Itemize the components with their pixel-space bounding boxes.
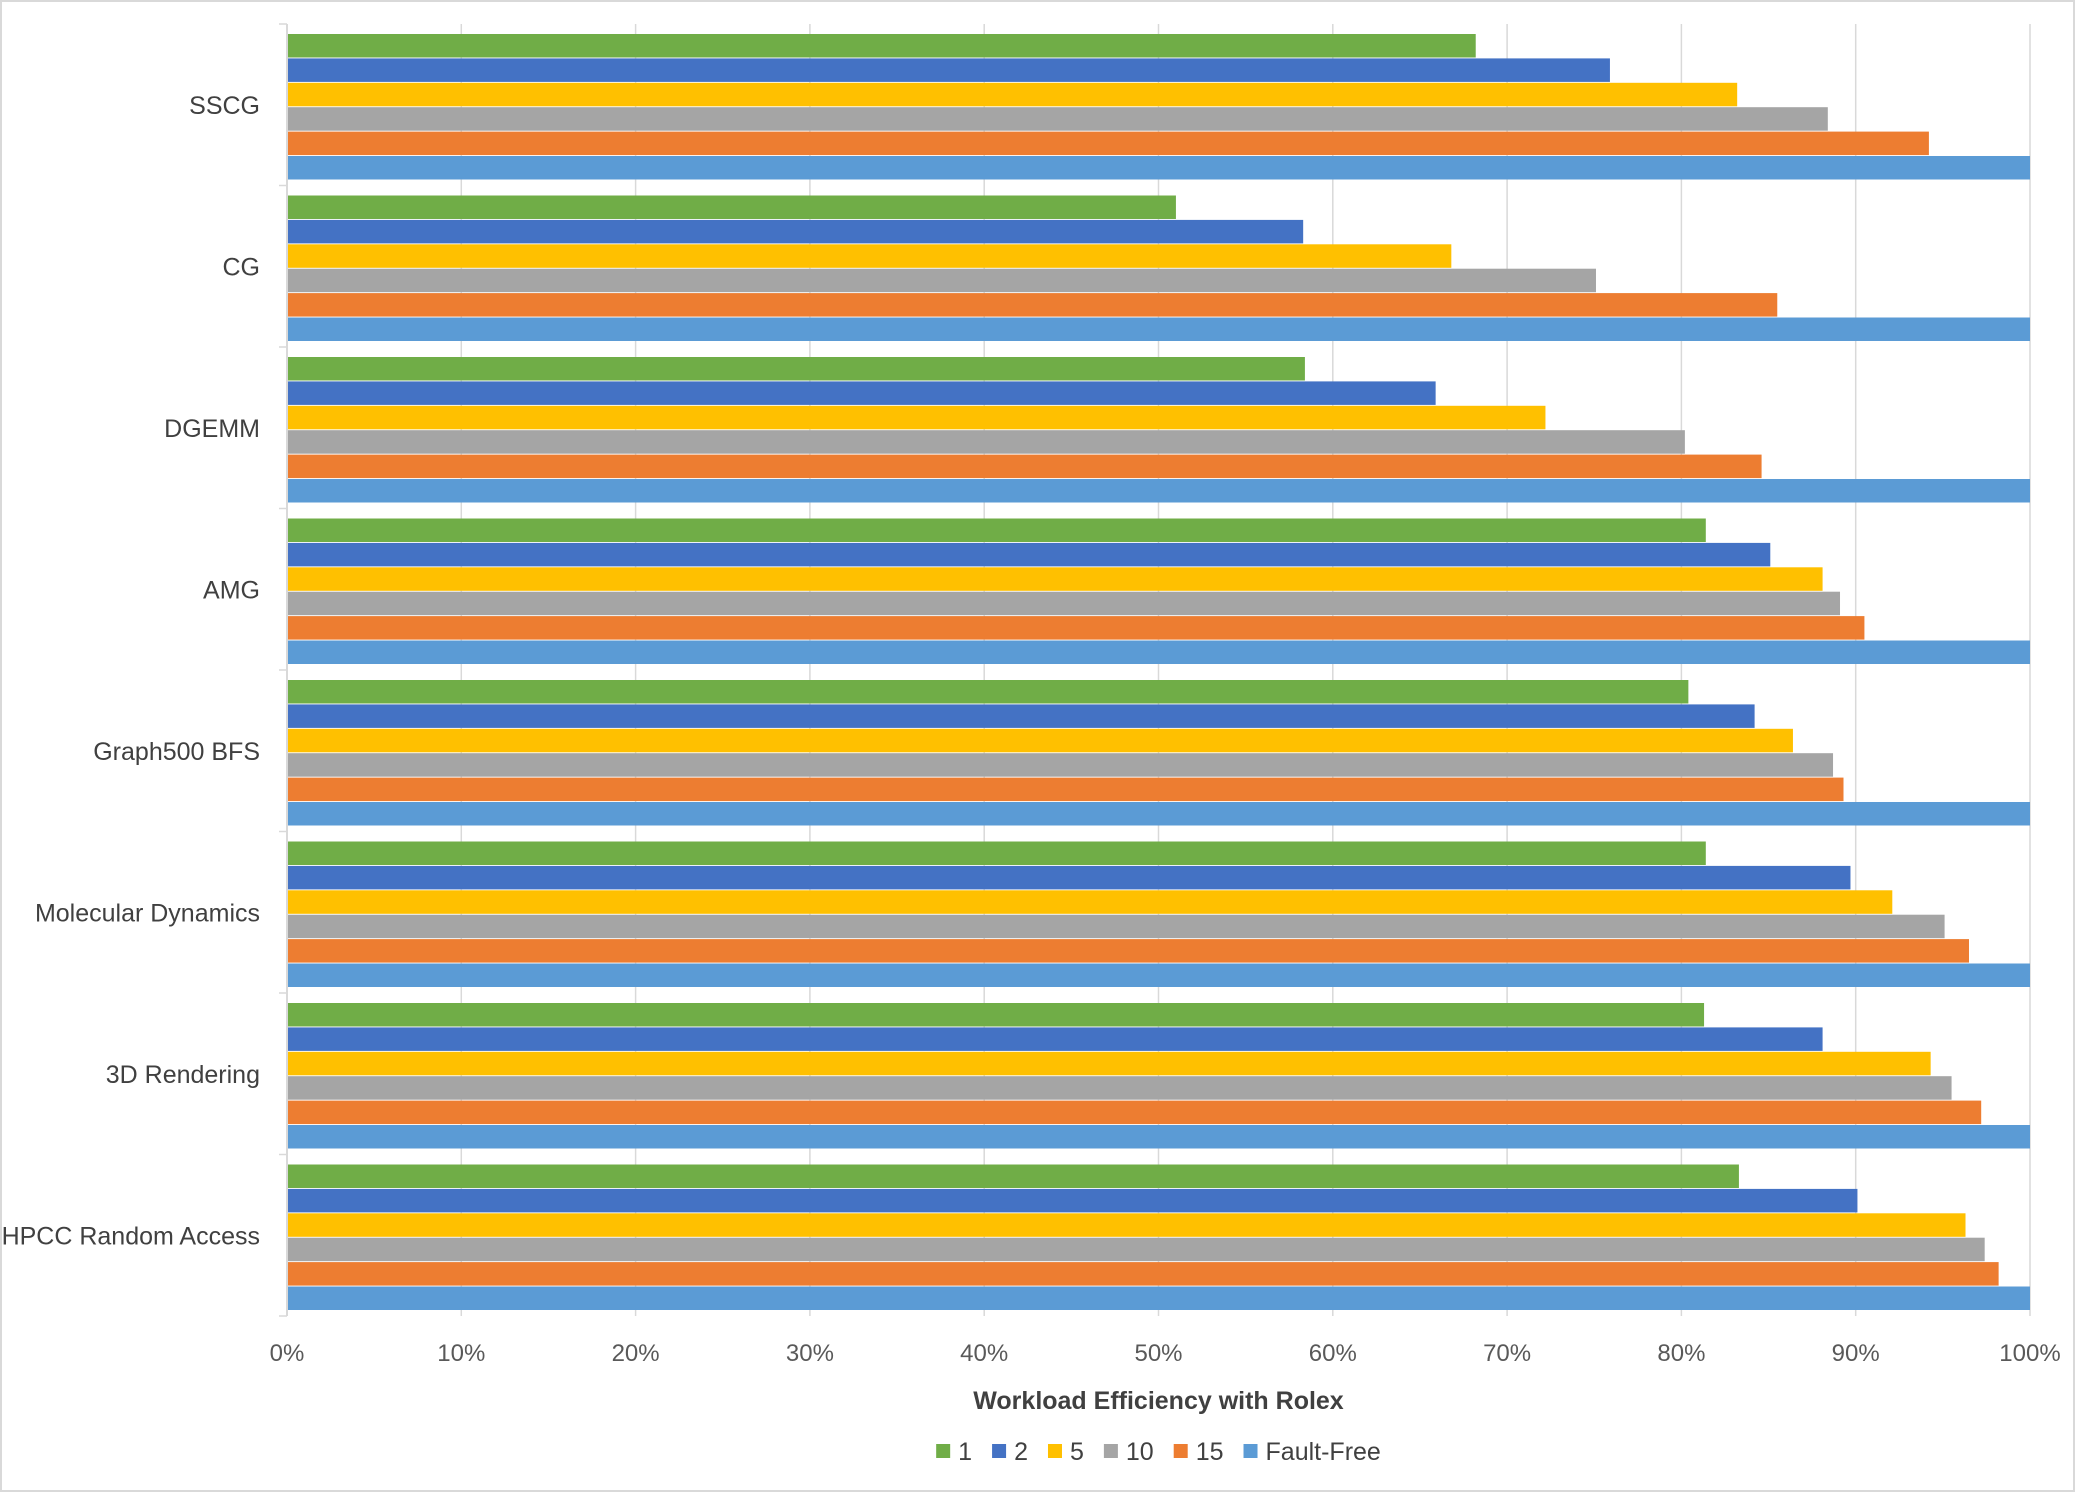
x-tick-label-0: 0% [270, 1340, 305, 1367]
x-axis-title: Workload Efficiency with Rolex [973, 1387, 1344, 1415]
bar-dgemm-series-15 [287, 454, 1762, 479]
bar-hpcc-random-access-series-2 [287, 1188, 1858, 1213]
bar-3d-rendering-series-10 [287, 1076, 1952, 1100]
bar-3d-rendering-series-15 [287, 1100, 1982, 1125]
bar-amg-series-fault-free [287, 640, 2030, 664]
bar-3d-rendering-series-fault-free [287, 1125, 2030, 1149]
category-label-graph500-bfs: Graph500 BFS [93, 738, 260, 766]
bar-amg-series-15 [287, 616, 1865, 640]
x-tick-label-5: 50% [1134, 1340, 1182, 1367]
x-tick-label-4: 40% [960, 1340, 1008, 1367]
bar-molecular-dynamics-series-5 [287, 890, 1893, 914]
bar-3d-rendering-series-5 [287, 1051, 1931, 1076]
legend-label-10: 10 [1126, 1438, 1154, 1466]
bar-molecular-dynamics-series-fault-free [287, 963, 2030, 987]
bars [287, 34, 2030, 1310]
x-tick-label-1: 10% [437, 1340, 485, 1367]
x-tick-label-8: 80% [1657, 1340, 1705, 1367]
legend-swatch-10 [1103, 1444, 1118, 1458]
bar-sscg-series-10 [287, 107, 1828, 131]
category-label-dgemm: DGEMM [164, 415, 260, 443]
bar-3d-rendering-series-2 [287, 1027, 1823, 1051]
category-label-3d-rendering: 3D Rendering [106, 1061, 260, 1089]
bar-dgemm-series-fault-free [287, 479, 2030, 503]
bar-hpcc-random-access-series-10 [287, 1237, 1985, 1262]
bar-hpcc-random-access-series-15 [287, 1262, 1999, 1286]
legend-label-15: 15 [1196, 1438, 1224, 1466]
bar-molecular-dynamics-series-2 [287, 865, 1851, 890]
category-label-molecular-dynamics: Molecular Dynamics [35, 899, 260, 927]
x-tick-label-7: 70% [1483, 1340, 1531, 1367]
category-label-amg: AMG [203, 576, 260, 604]
bar-graph500-bfs-series-15 [287, 777, 1844, 802]
category-label-cg: CG [223, 253, 261, 281]
bar-cg-series-10 [287, 268, 1596, 293]
legend-label-5: 5 [1070, 1438, 1084, 1466]
bar-sscg-series-fault-free [287, 156, 2030, 180]
legend-label-1: 1 [958, 1438, 972, 1466]
legend-swatch-5 [1047, 1444, 1062, 1458]
bar-sscg-series-2 [287, 58, 1610, 82]
legend-swatch-fault-free [1243, 1444, 1258, 1458]
category-label-sscg: SSCG [189, 92, 260, 120]
bar-amg-series-2 [287, 542, 1771, 567]
legend-swatch-1 [936, 1444, 951, 1458]
bar-sscg-series-5 [287, 82, 1738, 107]
bar-dgemm-series-2 [287, 381, 1436, 405]
x-tick-label-9: 90% [1832, 1340, 1880, 1367]
bar-molecular-dynamics-series-10 [287, 914, 1945, 939]
bar-cg-series-1 [287, 195, 1176, 219]
x-tick-label-10: 100% [1999, 1340, 2060, 1367]
bar-graph500-bfs-series-2 [287, 704, 1755, 728]
x-tick-label-3: 30% [786, 1340, 834, 1367]
legend-swatch-15 [1173, 1444, 1188, 1458]
legend-label-2: 2 [1014, 1438, 1028, 1466]
bar-cg-series-2 [287, 219, 1304, 244]
legend: 1 2 5 10 15 Fault-Free [936, 1438, 1381, 1466]
axes [279, 23, 288, 1317]
bar-hpcc-random-access-series-5 [287, 1213, 1966, 1237]
bar-graph500-bfs-series-1 [287, 680, 1689, 704]
bar-hpcc-random-access-series-1 [287, 1164, 1739, 1188]
category-label-hpcc-random-access: HPCC Random Access [2, 1222, 260, 1250]
bar-molecular-dynamics-series-15 [287, 939, 1969, 963]
bar-graph500-bfs-series-fault-free [287, 802, 2030, 826]
bar-graph500-bfs-series-10 [287, 753, 1834, 777]
bar-amg-series-5 [287, 567, 1823, 591]
bar-cg-series-5 [287, 244, 1452, 268]
bar-graph500-bfs-series-5 [287, 728, 1793, 753]
bar-cg-series-fault-free [287, 317, 2030, 341]
bar-amg-series-10 [287, 591, 1841, 616]
legend-label-fault-free: Fault-Free [1266, 1438, 1381, 1466]
bar-dgemm-series-10 [287, 430, 1685, 454]
bar-molecular-dynamics-series-1 [287, 841, 1706, 865]
bar-sscg-series-1 [287, 34, 1476, 58]
bar-amg-series-1 [287, 518, 1706, 542]
bar-hpcc-random-access-series-fault-free [287, 1286, 2030, 1310]
bar-dgemm-series-5 [287, 405, 1546, 430]
bar-3d-rendering-series-1 [287, 1003, 1705, 1027]
legend-swatch-2 [992, 1444, 1007, 1458]
labels: 0% 10% 20% 30% 40% 50% 60% 70% 80% 90% 100% SSCG CG D… [2, 92, 2061, 1415]
x-tick-label-6: 60% [1309, 1340, 1357, 1367]
bar-dgemm-series-1 [287, 357, 1305, 381]
x-tick-label-2: 20% [612, 1340, 660, 1367]
bar-sscg-series-15 [287, 131, 1929, 156]
bar-cg-series-15 [287, 293, 1778, 317]
